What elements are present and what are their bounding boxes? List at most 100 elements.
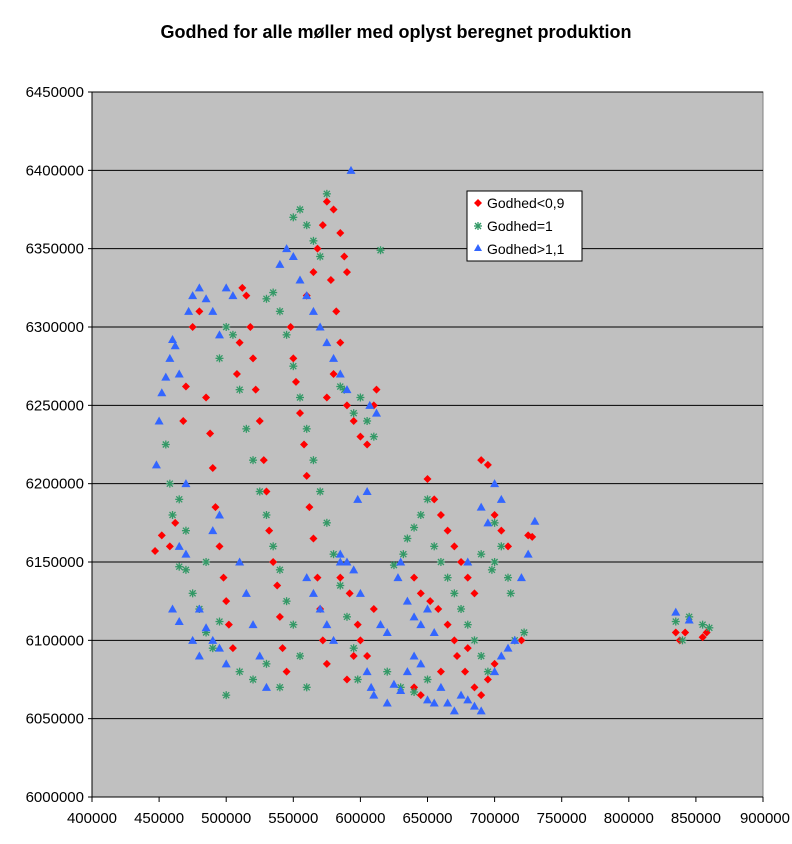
scatter-point-diamond	[470, 589, 479, 598]
scatter-point-star	[161, 440, 170, 449]
scatter-point-star	[249, 456, 258, 465]
x-tick-label: 750000	[537, 810, 587, 827]
scatter-point-triangle	[322, 338, 332, 347]
y-tick-label: 6050000	[26, 711, 84, 728]
y-tick-label: 6100000	[26, 632, 84, 649]
scatter-point-triangle	[329, 353, 339, 362]
scatter-point-triangle	[322, 620, 332, 629]
scatter-point-star	[235, 385, 244, 394]
scatter-point-diamond	[416, 691, 425, 700]
scatter-point-triangle	[335, 557, 345, 566]
scatter-point-triangle	[208, 306, 218, 315]
scatter-point-diamond	[318, 636, 327, 645]
scatter-point-diamond	[251, 385, 260, 394]
scatter-point-diamond	[443, 526, 452, 535]
scatter-point-star	[175, 495, 184, 504]
scatter-point-star	[490, 558, 499, 566]
scatter-point-star	[410, 688, 419, 697]
scatter-point-star	[269, 542, 278, 551]
scatter-point-triangle	[168, 335, 178, 344]
scatter-point-star	[309, 456, 318, 465]
scatter-point-triangle	[396, 557, 406, 566]
scatter-point-triangle	[342, 385, 352, 394]
scatter-point-triangle	[282, 244, 292, 253]
scatter-point-star	[349, 409, 358, 418]
scatter-point-diamond	[165, 542, 174, 551]
scatter-point-triangle	[208, 635, 218, 644]
scatter-point-diamond	[195, 307, 204, 316]
scatter-point-diamond	[426, 597, 435, 606]
scatter-point-triangle	[295, 275, 305, 284]
scatter-point-star	[487, 565, 496, 574]
scatter-point-triangle	[151, 460, 161, 469]
scatter-point-star	[504, 573, 513, 582]
scatter-point-star	[309, 236, 318, 245]
scatter-point-star	[168, 511, 177, 519]
scatter-point-star	[282, 597, 291, 606]
scatter-point-triangle	[516, 573, 526, 582]
scatter-point-diamond	[453, 652, 462, 660]
scatter-point-triangle	[346, 165, 356, 174]
scatter-point-triangle	[463, 557, 473, 566]
scatter-point-diamond	[671, 628, 680, 637]
scatter-point-triangle	[228, 291, 238, 300]
scatter-point-star	[520, 628, 529, 637]
scatter-point-star	[506, 589, 515, 598]
scatter-point-star	[228, 330, 237, 339]
scatter-point-triangle	[423, 695, 432, 704]
scatter-point-triangle	[165, 353, 175, 362]
scatter-point-star	[705, 623, 714, 632]
scatter-point-triangle	[168, 604, 178, 613]
scatter-point-triangle	[416, 620, 426, 629]
scatter-point-star	[275, 565, 284, 574]
y-tick-label: 6400000	[26, 162, 84, 179]
scatter-point-diamond	[309, 268, 318, 277]
scatter-point-diamond	[329, 205, 338, 214]
scatter-point-triangle	[402, 596, 412, 605]
legend-label-blue: Godhed>1,1	[487, 241, 565, 257]
scatter-point-star	[175, 562, 184, 571]
scatter-point-diamond	[242, 291, 251, 300]
scatter-point-diamond	[436, 667, 445, 676]
scatter-point-diamond	[215, 542, 224, 551]
scatter-point-triangle	[214, 330, 224, 339]
scatter-point-star	[302, 683, 311, 692]
scatter-point-triangle	[483, 518, 493, 527]
scatter-point-star	[463, 620, 472, 629]
scatter-point-diamond	[206, 429, 215, 438]
scatter-point-diamond	[235, 338, 244, 347]
scatter-point-diamond	[410, 573, 419, 582]
scatter-point-diamond	[313, 573, 322, 582]
scatter-point-triangle	[366, 682, 376, 691]
scatter-point-triangle	[335, 549, 345, 558]
scatter-point-diamond	[181, 382, 190, 391]
scatter-point-diamond	[273, 581, 282, 590]
scatter-point-diamond	[246, 323, 255, 331]
scatter-point-triangle	[188, 291, 198, 300]
scatter-point-triangle	[188, 635, 198, 644]
scatter-point-star	[470, 636, 479, 645]
scatter-point-triangle	[208, 526, 218, 535]
scatter-point-diamond	[151, 547, 160, 556]
scatter-point-diamond	[318, 221, 327, 230]
scatter-point-triangle	[402, 667, 412, 676]
scatter-point-diamond	[326, 276, 335, 284]
scatter-point-diamond	[282, 667, 291, 676]
scatter-point-star	[208, 644, 217, 653]
scatter-point-diamond	[322, 197, 331, 206]
scatter-point-triangle	[530, 516, 540, 525]
scatter-point-diamond	[219, 573, 228, 582]
legend-triangle-icon	[474, 244, 482, 251]
scatter-point-star	[369, 432, 378, 441]
scatter-point-triangle	[161, 372, 171, 381]
x-tick-label: 400000	[67, 810, 117, 827]
scatter-point-diamond	[443, 620, 452, 629]
x-tick-label: 700000	[470, 810, 520, 827]
scatter-point-triangle	[362, 667, 372, 676]
scatter-point-diamond	[211, 503, 220, 512]
y-tick-label: 6150000	[26, 554, 84, 571]
scatter-point-triangle	[342, 557, 352, 566]
scatter-point-diamond	[369, 605, 378, 613]
scatter-point-star	[443, 573, 452, 582]
scatter-point-diamond	[302, 471, 311, 480]
